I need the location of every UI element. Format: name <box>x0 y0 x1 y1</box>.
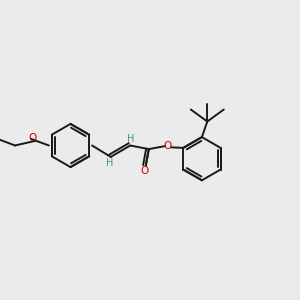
Text: H: H <box>127 134 134 144</box>
Text: O: O <box>140 166 149 176</box>
Text: O: O <box>163 140 172 151</box>
Text: O: O <box>28 133 37 143</box>
Text: H: H <box>106 158 113 169</box>
